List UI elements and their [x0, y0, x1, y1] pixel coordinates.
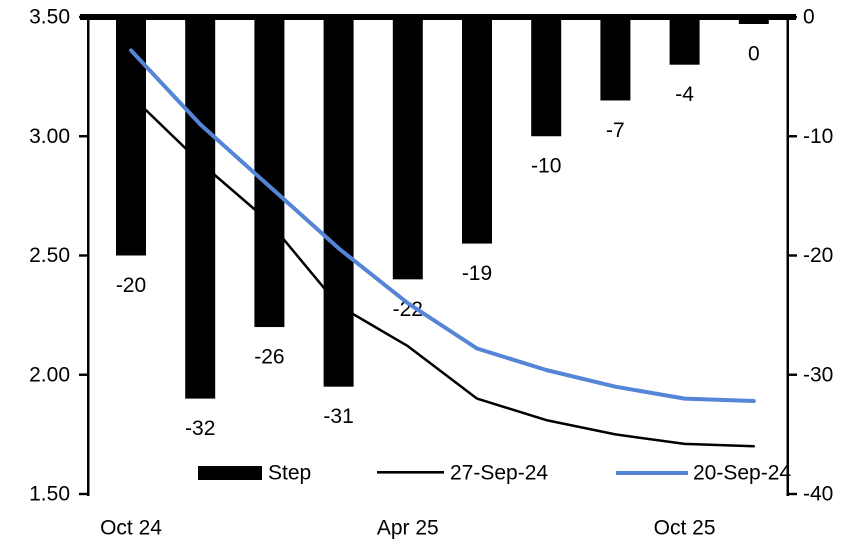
step-bar [254, 17, 285, 328]
line-20-sep-24 [129, 48, 756, 403]
bar-value-label: -31 [323, 405, 353, 428]
x-axis-tick-label: Apr 25 [377, 516, 439, 539]
right-axis-tick-label: -40 [803, 483, 833, 506]
right-axis-tick-label: -20 [803, 244, 833, 267]
legend-label-20-sep-24: 20-Sep-24 [693, 462, 791, 485]
step-bar [185, 17, 216, 399]
legend-swatch-27-sep-24 [377, 471, 444, 474]
step-bar [116, 17, 146, 256]
left-axis-line [87, 14, 90, 496]
left-axis-tick [79, 135, 88, 138]
left-axis-tick [79, 492, 88, 496]
right-axis-tick [788, 15, 797, 19]
bar-value-label: -4 [675, 83, 694, 106]
step-bar [600, 17, 631, 101]
right-axis-tick [788, 135, 797, 138]
left-axis-tick-label: 2.50 [29, 244, 70, 267]
bar-value-label: -22 [393, 298, 423, 321]
step-bar [669, 17, 700, 65]
right-axis-tick [788, 492, 797, 496]
bar-value-label: -26 [254, 345, 284, 368]
bar-value-label: -20 [116, 274, 146, 297]
right-axis-tick-label: -10 [803, 125, 833, 148]
left-axis-tick-label: 1.50 [29, 483, 70, 506]
right-axis-tick-label: 0 [803, 6, 815, 29]
step-bar [323, 17, 354, 387]
top-axis-line [80, 14, 796, 20]
x-axis-tick-label: Oct 25 [654, 516, 716, 539]
left-axis-tick [79, 254, 88, 257]
bar-value-label: -7 [606, 119, 625, 142]
step-bar [531, 17, 562, 137]
right-axis-tick [788, 254, 797, 257]
left-axis-tick-label: 2.00 [29, 363, 70, 386]
bar-value-label: 0 [748, 42, 760, 65]
left-axis-tick-label: 3.00 [29, 125, 70, 148]
step-bar [738, 17, 769, 24]
step-bar [462, 17, 492, 244]
line-27-sep-24 [129, 94, 756, 448]
left-axis-tick [79, 373, 88, 376]
bar-value-label: -10 [531, 155, 561, 178]
right-axis-tick [788, 373, 797, 376]
legend-label-step: Step [268, 462, 311, 485]
bar-value-label: -32 [185, 417, 215, 440]
step-bar [392, 17, 423, 280]
legend-swatch-step [198, 466, 262, 480]
legend-label-27-sep-24: 27-Sep-24 [450, 462, 548, 485]
legend-swatch-20-sep-24 [616, 471, 688, 475]
right-axis-tick-label: -30 [803, 363, 833, 386]
right-axis-line [786, 14, 789, 496]
x-axis-tick-label: Oct 24 [100, 516, 162, 539]
bar-value-label: -19 [462, 262, 492, 285]
left-axis-tick-label: 3.50 [29, 6, 70, 29]
left-axis-tick [79, 15, 88, 19]
